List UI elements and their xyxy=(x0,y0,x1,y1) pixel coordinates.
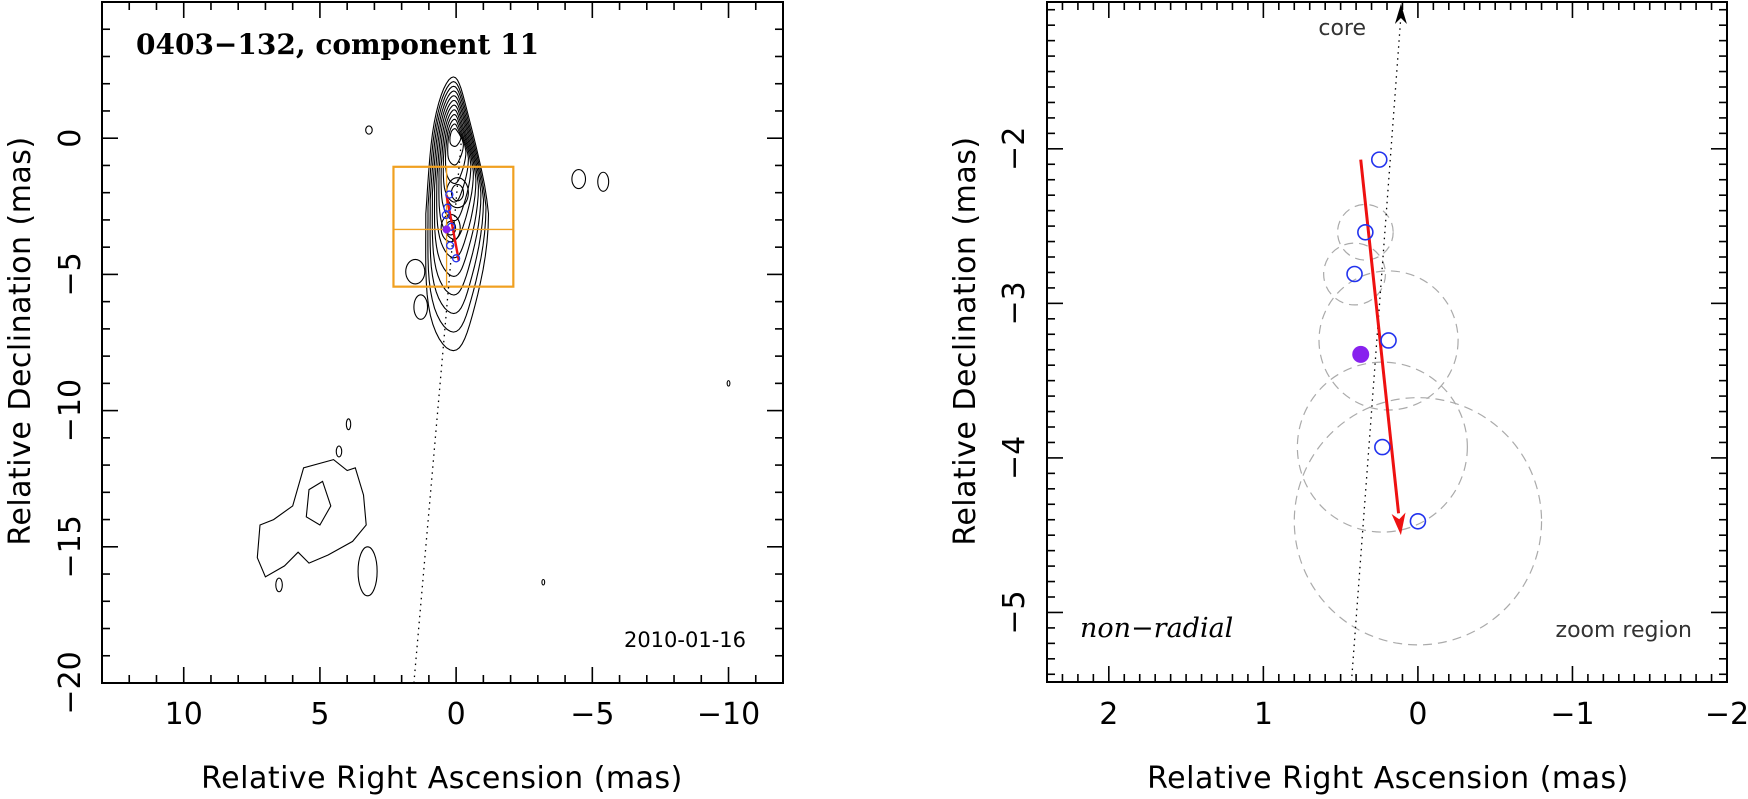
y-tick-label: −20 xyxy=(53,651,88,714)
mean-position-point xyxy=(442,225,451,234)
component-point xyxy=(1380,332,1397,349)
x-tick-label: 0 xyxy=(447,697,466,732)
x-tick-label: −10 xyxy=(697,697,760,732)
contour-level xyxy=(449,128,462,147)
contour-feature xyxy=(365,125,373,135)
x-tick-label: 2 xyxy=(1099,697,1118,732)
y-tick-label: −3 xyxy=(997,281,1032,325)
x-tick-label: 10 xyxy=(165,697,203,732)
zoom-box-rect xyxy=(392,165,515,288)
y-tick-label: 0 xyxy=(53,129,88,148)
component-point xyxy=(1357,223,1374,241)
motion-vector-line xyxy=(445,195,461,262)
component-point xyxy=(441,210,450,220)
y-tick-label: −5 xyxy=(997,590,1032,634)
component-point xyxy=(451,254,461,263)
left-y-axis-title: Relative Declination (mas) xyxy=(3,136,38,545)
left-panel-contour-map: 10 5 0 −5 −10 0 −5 −10 −15 −20 0403−132, compone… xyxy=(3,1,784,796)
motion-vector xyxy=(1359,159,1406,536)
contour-level xyxy=(442,114,469,203)
right-x-axis-title: Relative Right Ascension (mas) xyxy=(1147,761,1629,796)
core-direction-line xyxy=(1350,4,1407,683)
component-point xyxy=(1409,512,1427,530)
contour-level xyxy=(438,104,474,240)
mean-position-point xyxy=(1352,345,1370,363)
error-circle xyxy=(1293,397,1543,646)
y-tick-label: −2 xyxy=(997,127,1032,171)
left-x-tick-labels: 10 5 0 −5 −10 xyxy=(165,697,761,732)
left-plot-frame xyxy=(101,1,784,684)
right-y-axis-title: Relative Declination (mas) xyxy=(948,136,983,545)
contour-lines xyxy=(256,76,731,597)
error-circle xyxy=(1323,242,1387,306)
x-tick-label: 0 xyxy=(1408,697,1427,732)
contour-knot xyxy=(450,183,465,202)
contour-level xyxy=(425,76,490,352)
right-ticks xyxy=(1046,2,1728,682)
right-x-tick-labels: 2 1 0 −1 −2 xyxy=(1099,697,1748,732)
component-point xyxy=(445,241,455,250)
error-circle xyxy=(1296,361,1468,533)
y-tick-label: −15 xyxy=(53,515,88,578)
right-panel-zoom: 2 1 0 −1 −2 −2 −3 −4 −5 core non−radial zoom re… xyxy=(948,1,1748,796)
right-y-tick-labels: −2 −3 −4 −5 xyxy=(997,127,1032,635)
contour-level xyxy=(427,81,487,333)
component-point xyxy=(443,203,452,212)
contour-feature xyxy=(541,578,546,586)
motion-vector-line xyxy=(1359,159,1401,514)
contour-feature xyxy=(345,418,352,431)
left-y-tick-labels: 0 −5 −10 −15 −20 xyxy=(53,129,88,715)
component-markers xyxy=(441,190,461,263)
error-circles xyxy=(1293,203,1543,646)
contour-feature xyxy=(413,294,429,320)
y-tick-label: −4 xyxy=(997,436,1032,480)
contour-level xyxy=(431,90,482,296)
contour-feature xyxy=(597,171,610,192)
contour-level xyxy=(447,123,464,166)
contour-southern-jet xyxy=(256,458,367,578)
contour-level xyxy=(429,85,485,315)
core-arrowhead xyxy=(1394,4,1407,24)
ridge-line xyxy=(413,138,463,684)
contour-level xyxy=(440,109,472,222)
x-tick-label: −2 xyxy=(1705,697,1748,732)
y-tick-label: −10 xyxy=(53,379,88,442)
left-ticks xyxy=(102,2,783,684)
contour-feature xyxy=(357,546,378,597)
left-date: 2010-01-16 xyxy=(624,628,746,652)
x-tick-label: −5 xyxy=(570,697,614,732)
core-label: core xyxy=(1318,16,1366,41)
component-point xyxy=(1374,438,1391,456)
zoom-region-label: zoom region xyxy=(1556,618,1692,643)
component-markers xyxy=(1346,151,1427,530)
x-tick-label: 1 xyxy=(1254,697,1273,732)
motion-vector xyxy=(445,195,461,262)
component-point xyxy=(445,190,454,199)
contour-feature xyxy=(335,445,343,458)
y-tick-label: −5 xyxy=(53,252,88,296)
ridge-dotted-line xyxy=(413,138,463,684)
contour-southern-knot xyxy=(305,480,332,526)
x-tick-label: 5 xyxy=(310,697,329,732)
contour-level xyxy=(433,95,479,277)
contour-feature xyxy=(571,168,587,190)
motion-vector-arrowhead xyxy=(1391,512,1406,536)
contour-feature xyxy=(726,380,731,387)
contour-feature xyxy=(405,258,426,285)
left-x-axis-title: Relative Right Ascension (mas) xyxy=(201,761,683,796)
component-point xyxy=(1346,265,1363,283)
left-title: 0403−132, component 11 xyxy=(136,28,539,61)
non-radial-label: non−radial xyxy=(1080,613,1233,644)
contour-feature xyxy=(275,577,283,593)
component-point xyxy=(1370,151,1388,168)
x-tick-label: −1 xyxy=(1550,697,1594,732)
contour-level xyxy=(436,99,477,259)
